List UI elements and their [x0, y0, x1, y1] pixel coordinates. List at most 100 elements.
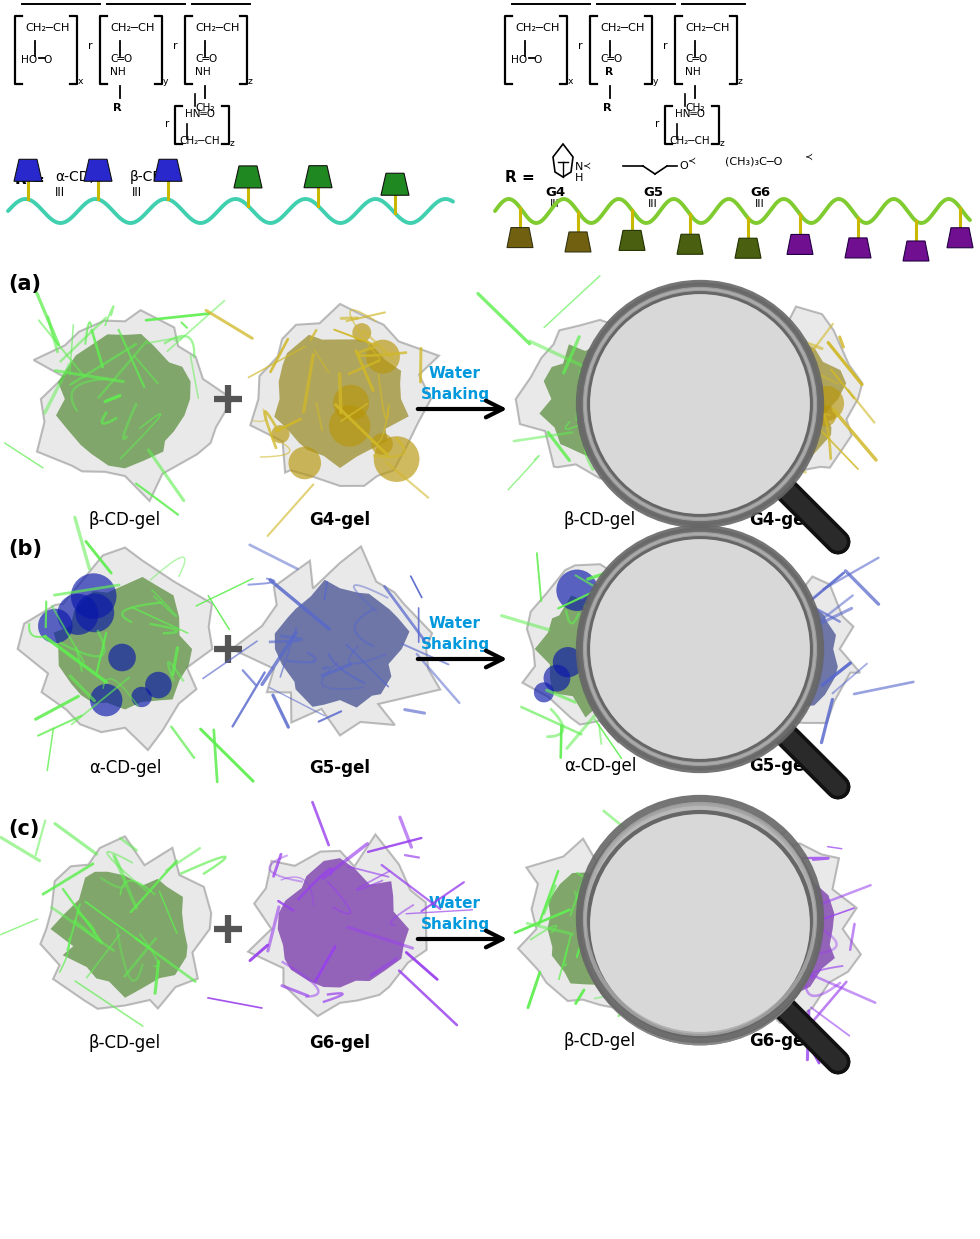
Text: α-CD-gel: α-CD-gel	[89, 760, 161, 777]
Text: CH₂: CH₂	[685, 103, 705, 113]
Text: CH₂─CH: CH₂─CH	[600, 24, 645, 33]
Text: HO: HO	[21, 55, 37, 64]
Polygon shape	[719, 338, 846, 460]
Circle shape	[625, 330, 775, 479]
Circle shape	[760, 436, 782, 457]
Text: O: O	[43, 55, 51, 64]
Text: NH: NH	[195, 67, 211, 77]
Polygon shape	[274, 580, 410, 707]
Circle shape	[90, 684, 122, 716]
Circle shape	[717, 373, 743, 399]
Polygon shape	[14, 160, 42, 181]
Text: CH₂─CH: CH₂─CH	[110, 24, 155, 33]
Circle shape	[588, 292, 812, 515]
Polygon shape	[54, 577, 192, 710]
Circle shape	[288, 447, 321, 479]
Circle shape	[371, 434, 393, 455]
Circle shape	[333, 385, 369, 421]
Text: CH₂: CH₂	[195, 103, 215, 113]
Text: O: O	[679, 161, 688, 171]
Wedge shape	[593, 817, 700, 1031]
Text: NH: NH	[685, 67, 701, 77]
Circle shape	[663, 912, 677, 926]
Text: C═O: C═O	[685, 55, 708, 64]
Text: y: y	[163, 78, 169, 87]
Polygon shape	[33, 310, 232, 501]
Circle shape	[553, 647, 583, 678]
Text: CH₂─CH: CH₂─CH	[515, 24, 560, 33]
Text: ≺: ≺	[583, 162, 591, 172]
Circle shape	[557, 570, 598, 611]
Text: C═O: C═O	[600, 55, 622, 64]
Circle shape	[777, 379, 796, 396]
Circle shape	[271, 425, 289, 444]
Text: Shaking: Shaking	[420, 637, 490, 652]
Text: G6: G6	[750, 186, 770, 198]
Polygon shape	[539, 343, 657, 456]
Text: III: III	[550, 199, 560, 209]
Polygon shape	[681, 844, 860, 1023]
Circle shape	[580, 529, 820, 769]
Text: β-CD-gel: β-CD-gel	[89, 1035, 161, 1052]
Text: Shaking: Shaking	[420, 917, 490, 932]
Circle shape	[366, 339, 400, 374]
Text: y: y	[653, 78, 659, 87]
Text: G4-gel: G4-gel	[310, 510, 370, 529]
Circle shape	[789, 351, 806, 367]
Text: G5-gel: G5-gel	[750, 757, 810, 776]
Text: z: z	[248, 78, 253, 87]
Polygon shape	[234, 166, 262, 188]
Text: Water: Water	[429, 897, 481, 912]
Text: N: N	[575, 162, 583, 172]
Polygon shape	[250, 304, 439, 486]
Polygon shape	[304, 166, 332, 187]
Circle shape	[588, 536, 812, 761]
Text: ≺: ≺	[688, 157, 696, 167]
Circle shape	[75, 593, 115, 632]
Circle shape	[738, 907, 752, 921]
Wedge shape	[658, 584, 684, 629]
Circle shape	[752, 358, 777, 384]
Polygon shape	[522, 564, 685, 742]
Circle shape	[352, 323, 371, 342]
Text: r: r	[87, 41, 92, 51]
Text: R: R	[605, 67, 613, 77]
Text: III: III	[132, 186, 142, 198]
Polygon shape	[274, 335, 409, 468]
Circle shape	[622, 690, 657, 725]
Text: CH₂─CH: CH₂─CH	[25, 24, 70, 33]
Circle shape	[131, 686, 152, 707]
Text: CH₂─CH: CH₂─CH	[179, 136, 220, 146]
Text: G6-gel: G6-gel	[310, 1035, 370, 1052]
Circle shape	[145, 672, 172, 699]
Polygon shape	[704, 569, 860, 738]
Text: H: H	[575, 173, 583, 183]
Text: r: r	[655, 119, 660, 129]
Circle shape	[814, 405, 836, 426]
Polygon shape	[535, 584, 663, 717]
Polygon shape	[947, 228, 973, 248]
Text: III: III	[756, 199, 764, 209]
Text: III: III	[648, 199, 658, 209]
Polygon shape	[277, 859, 409, 987]
Circle shape	[809, 387, 844, 421]
Polygon shape	[515, 320, 696, 479]
Text: z: z	[738, 78, 743, 87]
Circle shape	[580, 529, 820, 769]
Polygon shape	[735, 238, 761, 258]
Circle shape	[373, 436, 419, 482]
Polygon shape	[565, 232, 591, 252]
Text: R: R	[113, 103, 122, 113]
Polygon shape	[381, 173, 409, 196]
Polygon shape	[677, 234, 703, 254]
Text: β-CD: β-CD	[130, 170, 164, 185]
Text: r: r	[662, 41, 667, 51]
Polygon shape	[51, 872, 187, 997]
Polygon shape	[734, 663, 756, 679]
Circle shape	[580, 284, 820, 524]
Text: O: O	[533, 55, 541, 64]
Circle shape	[534, 683, 554, 703]
Text: III: III	[55, 186, 65, 198]
Circle shape	[544, 665, 570, 691]
Circle shape	[643, 641, 670, 667]
